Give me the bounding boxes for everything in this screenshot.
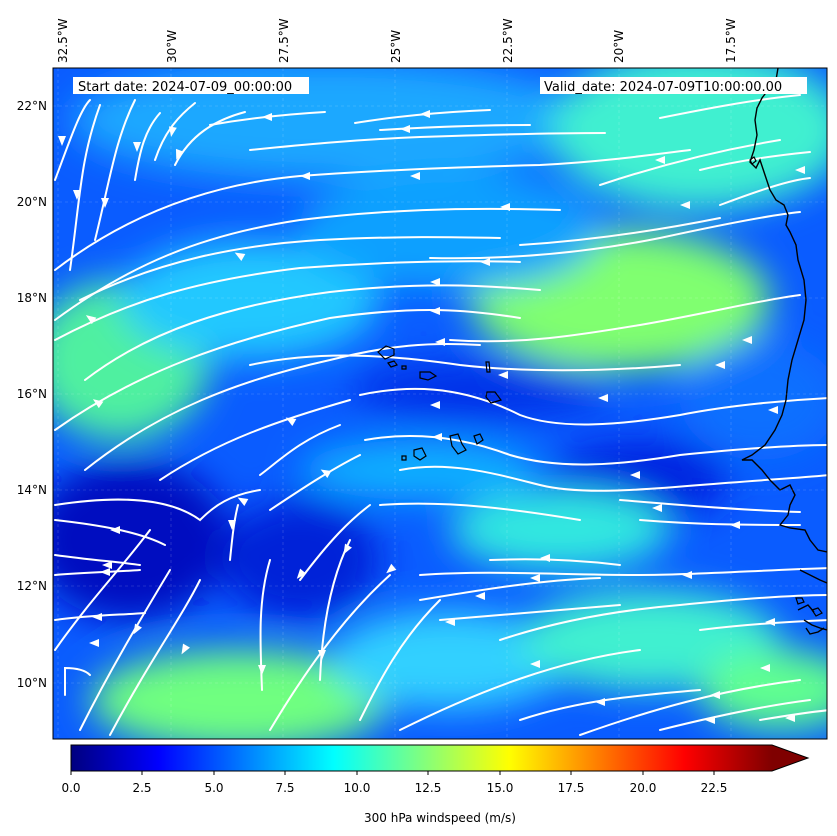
colorbar-tick-label: 7.5 bbox=[275, 781, 294, 795]
streamlines bbox=[54, 94, 827, 736]
colorbar-tick-label: 17.5 bbox=[558, 781, 585, 795]
valid-date-box bbox=[540, 77, 807, 94]
colorbar-extend-arrow bbox=[772, 745, 808, 771]
colorbar-outline bbox=[70, 744, 810, 772]
lon-label: 20°W bbox=[612, 30, 626, 63]
lon-label: 25°W bbox=[389, 30, 403, 63]
lat-label: 12°N bbox=[17, 579, 47, 593]
colorbar-tick-label: 22.5 bbox=[701, 781, 728, 795]
colorbar-tick-label: 15.0 bbox=[487, 781, 514, 795]
lon-label: 17.5°W bbox=[724, 18, 738, 63]
map-frame bbox=[52, 67, 828, 740]
lat-label: 16°N bbox=[17, 387, 47, 401]
colorbar-tick-label: 2.5 bbox=[132, 781, 151, 795]
lat-label: 18°N bbox=[17, 291, 47, 305]
lat-label: 22°N bbox=[17, 99, 47, 113]
streamline-arrows bbox=[58, 110, 805, 724]
colorbar-gradient bbox=[71, 745, 772, 771]
valid-date-label: Valid_date: 2024-07-09T10:00:00.00 bbox=[544, 80, 782, 95]
lat-label: 20°N bbox=[17, 195, 47, 209]
windspeed-field bbox=[53, 68, 827, 739]
start-date-label: Start date: 2024-07-09_00:00:00 bbox=[78, 80, 292, 95]
coastline bbox=[741, 68, 827, 635]
colorbar-title: 300 hPa windspeed (m/s) bbox=[364, 811, 516, 825]
colorbar: 0.0 2.5 5.0 7.5 10.0 12.5 15.0 17.5 20.0… bbox=[61, 744, 810, 825]
lon-label: 32.5°W bbox=[56, 18, 70, 63]
colorbar-tick-label: 0.0 bbox=[61, 781, 80, 795]
colorbar-tick-label: 20.0 bbox=[630, 781, 657, 795]
lon-label: 30°W bbox=[165, 30, 179, 63]
coastline-islands bbox=[749, 156, 823, 617]
lat-label: 14°N bbox=[17, 483, 47, 497]
colorbar-tick-label: 12.5 bbox=[415, 781, 442, 795]
latitude-labels: 22°N 20°N 18°N 16°N 14°N 12°N 10°N bbox=[17, 99, 47, 690]
longitude-labels: 32.5°W 30°W 27.5°W 25°W 22.5°W 20°W 17.5… bbox=[56, 18, 738, 63]
graticule bbox=[53, 68, 827, 739]
colorbar-ticks bbox=[70, 771, 715, 775]
lon-label: 22.5°W bbox=[501, 18, 515, 63]
cabo-verde-islands bbox=[377, 345, 502, 461]
colorbar-tick-label: 5.0 bbox=[204, 781, 223, 795]
colorbar-tick-label: 10.0 bbox=[344, 781, 371, 795]
lat-label: 10°N bbox=[17, 676, 47, 690]
start-date-box bbox=[73, 77, 309, 94]
lon-label: 27.5°W bbox=[277, 18, 291, 63]
